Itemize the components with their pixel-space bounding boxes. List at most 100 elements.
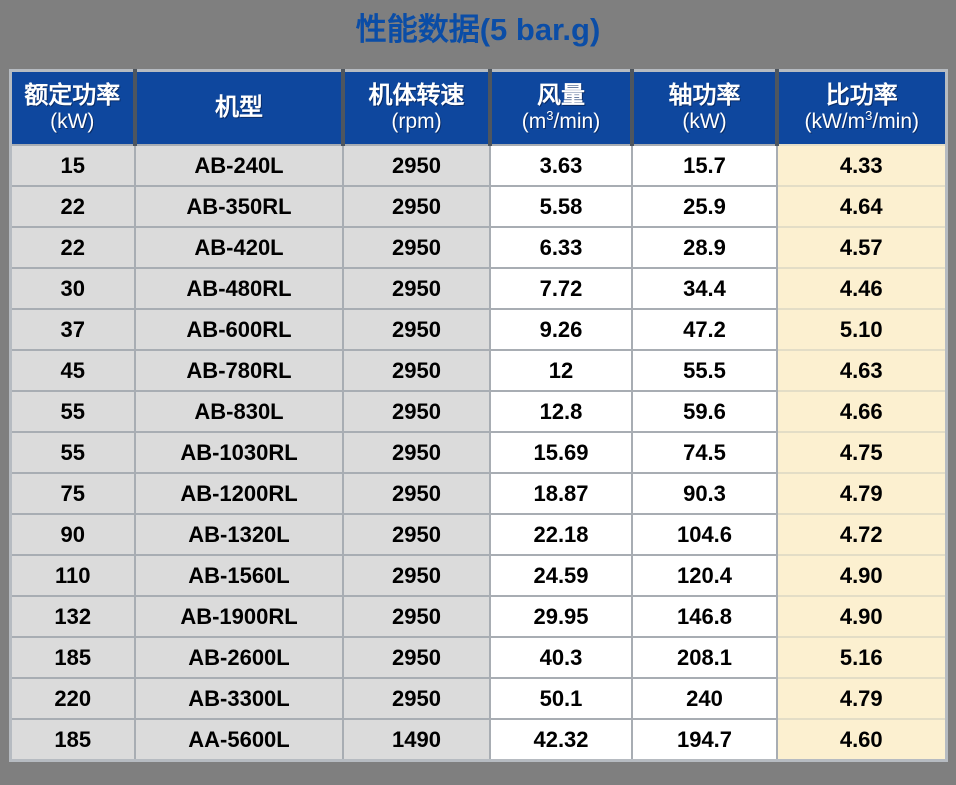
cell-shaft-power: 15.7 <box>631 144 778 187</box>
superscript: 3 <box>865 108 873 124</box>
table-row: 37 AB-600RL 2950 9.26 47.2 5.10 <box>9 308 947 351</box>
cell-shaft-power: 55.5 <box>631 349 778 392</box>
cell-shaft-power: 104.6 <box>631 513 778 556</box>
table-row: 132 AB-1900RL 2950 29.95 146.8 4.90 <box>9 595 947 638</box>
cell-specific-power: 5.16 <box>776 636 947 679</box>
cell-model: AB-350RL <box>134 185 344 228</box>
cell-rated-power: 90 <box>9 513 136 556</box>
cell-specific-power: 4.63 <box>776 349 947 392</box>
cell-shaft-power: 34.4 <box>631 267 778 310</box>
column-header-air-flow: 风量 (m3/min) <box>488 70 634 145</box>
table-row: 30 AB-480RL 2950 7.72 34.4 4.46 <box>9 267 947 310</box>
cell-shaft-power: 120.4 <box>631 554 778 597</box>
cell-shaft-power: 74.5 <box>631 431 778 474</box>
cell-air-flow: 42.32 <box>489 718 633 762</box>
cell-model: AB-1030RL <box>134 431 344 474</box>
cell-speed: 2950 <box>342 267 491 310</box>
cell-model: AB-1200RL <box>134 472 344 515</box>
cell-air-flow: 3.63 <box>489 144 633 187</box>
cell-rated-power: 55 <box>9 390 136 433</box>
table-row: 55 AB-1030RL 2950 15.69 74.5 4.75 <box>9 431 947 474</box>
cell-air-flow: 12 <box>489 349 633 392</box>
column-unit: (kW/m3/min) <box>779 108 945 134</box>
cell-speed: 2950 <box>342 308 491 351</box>
cell-rated-power: 55 <box>9 431 136 474</box>
cell-model: AB-600RL <box>134 308 344 351</box>
cell-air-flow: 40.3 <box>489 636 633 679</box>
cell-shaft-power: 194.7 <box>631 718 778 762</box>
cell-rated-power: 110 <box>9 554 136 597</box>
cell-specific-power: 4.79 <box>776 472 947 515</box>
cell-speed: 2950 <box>342 636 491 679</box>
cell-air-flow: 18.87 <box>489 472 633 515</box>
cell-rated-power: 22 <box>9 185 136 228</box>
cell-speed: 2950 <box>342 595 491 638</box>
cell-air-flow: 24.59 <box>489 554 633 597</box>
table-row: 75 AB-1200RL 2950 18.87 90.3 4.79 <box>9 472 947 515</box>
cell-speed: 2950 <box>342 390 491 433</box>
cell-shaft-power: 47.2 <box>631 308 778 351</box>
cell-specific-power: 4.66 <box>776 390 947 433</box>
cell-model: AB-1320L <box>134 513 344 556</box>
table-row: 220 AB-3300L 2950 50.1 240 4.79 <box>9 677 947 720</box>
table-row: 55 AB-830L 2950 12.8 59.6 4.66 <box>9 390 947 433</box>
unit-text: (m <box>521 110 547 134</box>
cell-model: AB-2600L <box>134 636 344 679</box>
table-row: 45 AB-780RL 2950 12 55.5 4.63 <box>9 349 947 392</box>
cell-model: AB-240L <box>134 144 344 187</box>
cell-rated-power: 22 <box>9 226 136 269</box>
cell-air-flow: 7.72 <box>489 267 633 310</box>
cell-model: AB-480RL <box>134 267 344 310</box>
superscript: 3 <box>546 108 554 124</box>
cell-specific-power: 4.46 <box>776 267 947 310</box>
cell-air-flow: 12.8 <box>489 390 633 433</box>
cell-rated-power: 45 <box>9 349 136 392</box>
cell-model: AB-830L <box>134 390 344 433</box>
cell-specific-power: 4.33 <box>776 144 947 187</box>
column-title: 机型 <box>215 93 263 121</box>
column-title: 额定功率 <box>24 81 121 109</box>
cell-rated-power: 220 <box>9 677 136 720</box>
column-unit: (kW) <box>634 110 775 134</box>
cell-speed: 2950 <box>342 472 491 515</box>
cell-specific-power: 5.10 <box>776 308 947 351</box>
cell-air-flow: 6.33 <box>489 226 633 269</box>
table-row: 22 AB-420L 2950 6.33 28.9 4.57 <box>9 226 947 269</box>
cell-speed: 2950 <box>342 226 491 269</box>
cell-model: AB-1900RL <box>134 595 344 638</box>
cell-air-flow: 29.95 <box>489 595 633 638</box>
cell-speed: 2950 <box>342 513 491 556</box>
column-title: 风量 <box>537 81 585 109</box>
unit-text: /min) <box>553 110 601 134</box>
cell-model: AB-780RL <box>134 349 344 392</box>
column-header-specific-power: 比功率 (kW/m3/min) <box>775 70 946 145</box>
cell-model: AB-3300L <box>134 677 344 720</box>
table-row: 15 AB-240L 2950 3.63 15.7 4.33 <box>9 144 947 187</box>
cell-speed: 2950 <box>342 554 491 597</box>
cell-air-flow: 15.69 <box>489 431 633 474</box>
cell-shaft-power: 90.3 <box>631 472 778 515</box>
cell-speed: 2950 <box>342 144 491 187</box>
cell-rated-power: 132 <box>9 595 136 638</box>
header-row: 额定功率 (kW) 机型 机体转速 (rpm) 风量 (m3/min) 轴功率 … <box>10 70 946 145</box>
cell-rated-power: 75 <box>9 472 136 515</box>
performance-table: 额定功率 (kW) 机型 机体转速 (rpm) 风量 (m3/min) 轴功率 … <box>8 69 948 762</box>
cell-rated-power: 15 <box>9 144 136 187</box>
cell-speed: 1490 <box>342 718 491 762</box>
column-header-shaft-power: 轴功率 (kW) <box>630 70 779 145</box>
column-unit: (m3/min) <box>492 108 630 134</box>
cell-speed: 2950 <box>342 349 491 392</box>
column-title: 轴功率 <box>668 81 741 109</box>
cell-specific-power: 4.72 <box>776 513 947 556</box>
cell-rated-power: 185 <box>9 636 136 679</box>
cell-shaft-power: 25.9 <box>631 185 778 228</box>
unit-text: (rpm) <box>391 110 442 134</box>
cell-speed: 2950 <box>342 185 491 228</box>
unit-text: (kW) <box>682 110 727 134</box>
unit-text: (kW) <box>50 110 95 134</box>
cell-model: AB-1560L <box>134 554 344 597</box>
cell-rated-power: 185 <box>9 718 136 762</box>
column-header-model: 机型 <box>133 70 345 145</box>
cell-speed: 2950 <box>342 431 491 474</box>
cell-shaft-power: 240 <box>631 677 778 720</box>
